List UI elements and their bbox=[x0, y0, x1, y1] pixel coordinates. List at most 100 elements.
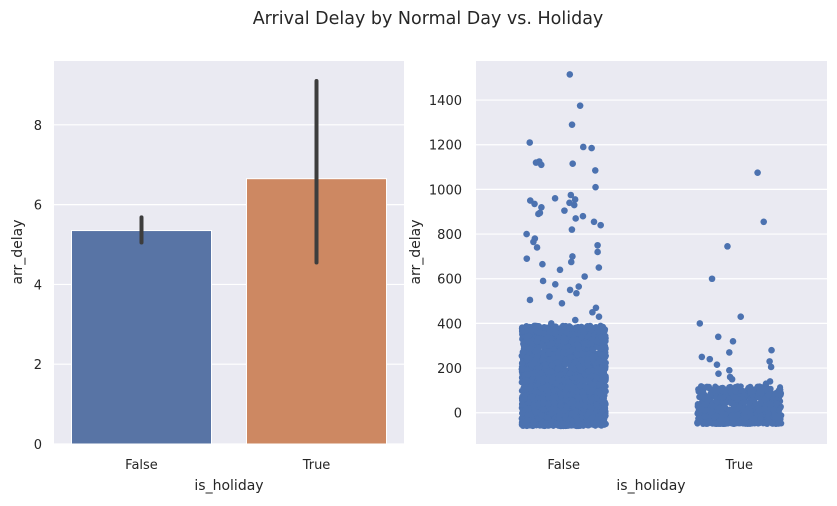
strip-point bbox=[574, 323, 582, 331]
strip-point bbox=[713, 387, 720, 394]
strip-point bbox=[575, 283, 583, 290]
strip-point bbox=[525, 338, 532, 345]
strip-panel-y-tick-label: 200 bbox=[437, 362, 462, 377]
strip-point bbox=[532, 409, 539, 416]
strip-point bbox=[561, 207, 568, 214]
bar-panel-y-tick-label: 4 bbox=[34, 278, 42, 293]
strip-point bbox=[589, 414, 596, 421]
strip-point bbox=[713, 399, 720, 406]
strip-point bbox=[736, 404, 743, 411]
bar-panel: 0 2 4 6 8 False True is_holiday arr_delay bbox=[10, 61, 404, 494]
strip-point bbox=[570, 201, 578, 209]
strip-point bbox=[575, 402, 582, 409]
strip-point bbox=[551, 330, 559, 337]
strip-point bbox=[698, 406, 705, 413]
strip-point bbox=[733, 412, 740, 419]
strip-point bbox=[535, 335, 542, 342]
strip-point bbox=[701, 413, 708, 420]
strip-point bbox=[531, 388, 539, 395]
strip-point bbox=[580, 327, 587, 334]
strip-point bbox=[576, 382, 584, 390]
strip-point bbox=[773, 400, 780, 407]
strip-point bbox=[539, 277, 547, 285]
strip-point bbox=[768, 346, 775, 354]
strip-point bbox=[596, 358, 603, 365]
strip-panel-y-tick-label: 600 bbox=[437, 273, 462, 288]
strip-point bbox=[533, 244, 541, 251]
strip-point bbox=[522, 405, 529, 412]
strip-point bbox=[587, 326, 595, 333]
strip-point bbox=[594, 241, 601, 249]
bar-panel-y-tick-label: 2 bbox=[34, 358, 42, 373]
strip-point bbox=[718, 409, 725, 416]
strip-point bbox=[521, 395, 528, 402]
strip-point bbox=[560, 334, 567, 341]
strip-point bbox=[705, 385, 713, 392]
strip-point bbox=[574, 351, 581, 359]
strip-point bbox=[696, 320, 704, 327]
strip-point bbox=[599, 325, 606, 332]
strip-point bbox=[551, 195, 559, 202]
strip-point bbox=[545, 350, 552, 357]
strip-point bbox=[571, 196, 579, 203]
strip-point bbox=[523, 230, 530, 238]
strip-point bbox=[534, 364, 542, 372]
strip-point bbox=[602, 412, 609, 419]
strip-point bbox=[711, 414, 718, 421]
strip-point bbox=[588, 381, 595, 388]
strip-point bbox=[529, 393, 536, 400]
strip-point bbox=[563, 329, 570, 336]
strip-point bbox=[569, 386, 576, 393]
strip-point bbox=[602, 365, 609, 372]
strip-point bbox=[538, 385, 546, 392]
strip-point bbox=[744, 420, 751, 428]
strip-point bbox=[561, 407, 568, 414]
strip-point bbox=[706, 418, 713, 425]
chart-title: Arrival Delay by Normal Day vs. Holiday bbox=[253, 9, 604, 29]
strip-point bbox=[582, 378, 589, 385]
strip-point bbox=[535, 375, 543, 382]
strip-point bbox=[575, 394, 582, 401]
strip-point bbox=[540, 343, 547, 350]
strip-point bbox=[581, 340, 588, 347]
strip-point bbox=[596, 390, 604, 397]
strip-point bbox=[582, 403, 589, 410]
strip-point bbox=[761, 396, 768, 403]
strip-point bbox=[593, 401, 600, 409]
strip-point bbox=[729, 337, 737, 345]
strip-point bbox=[743, 413, 750, 421]
strip-panel-y-tick-label: 1000 bbox=[429, 183, 462, 198]
strip-panel-marks bbox=[518, 71, 785, 430]
strip-point bbox=[542, 324, 549, 331]
bar-panel-y-tick-label: 0 bbox=[34, 438, 42, 453]
strip-point bbox=[764, 385, 771, 392]
strip-point bbox=[567, 258, 575, 266]
strip-point bbox=[575, 343, 582, 350]
strip-point bbox=[537, 161, 545, 169]
strip-point bbox=[707, 409, 715, 417]
strip-point bbox=[557, 324, 564, 332]
strip-point bbox=[523, 333, 530, 341]
strip-panel-y-tick-label: 400 bbox=[437, 317, 462, 332]
strip-point bbox=[547, 320, 555, 327]
strip-point bbox=[569, 336, 576, 344]
strip-point bbox=[590, 218, 598, 226]
strip-point bbox=[568, 422, 575, 429]
strip-point bbox=[585, 368, 592, 375]
strip-point bbox=[527, 411, 534, 418]
strip-panel-y-tick-label: 0 bbox=[454, 407, 462, 422]
strip-point bbox=[573, 289, 580, 297]
bar-panel-y-tick-label: 8 bbox=[34, 119, 42, 134]
strip-point bbox=[734, 396, 741, 403]
strip-point bbox=[594, 248, 601, 256]
strip-point bbox=[572, 408, 579, 415]
strip-point bbox=[562, 366, 569, 373]
strip-point bbox=[520, 419, 528, 426]
strip-point bbox=[737, 313, 745, 321]
strip-point bbox=[572, 215, 579, 222]
strip-point bbox=[566, 286, 574, 294]
strip-point bbox=[766, 358, 773, 365]
strip-point bbox=[539, 395, 546, 402]
strip-point bbox=[754, 169, 761, 176]
